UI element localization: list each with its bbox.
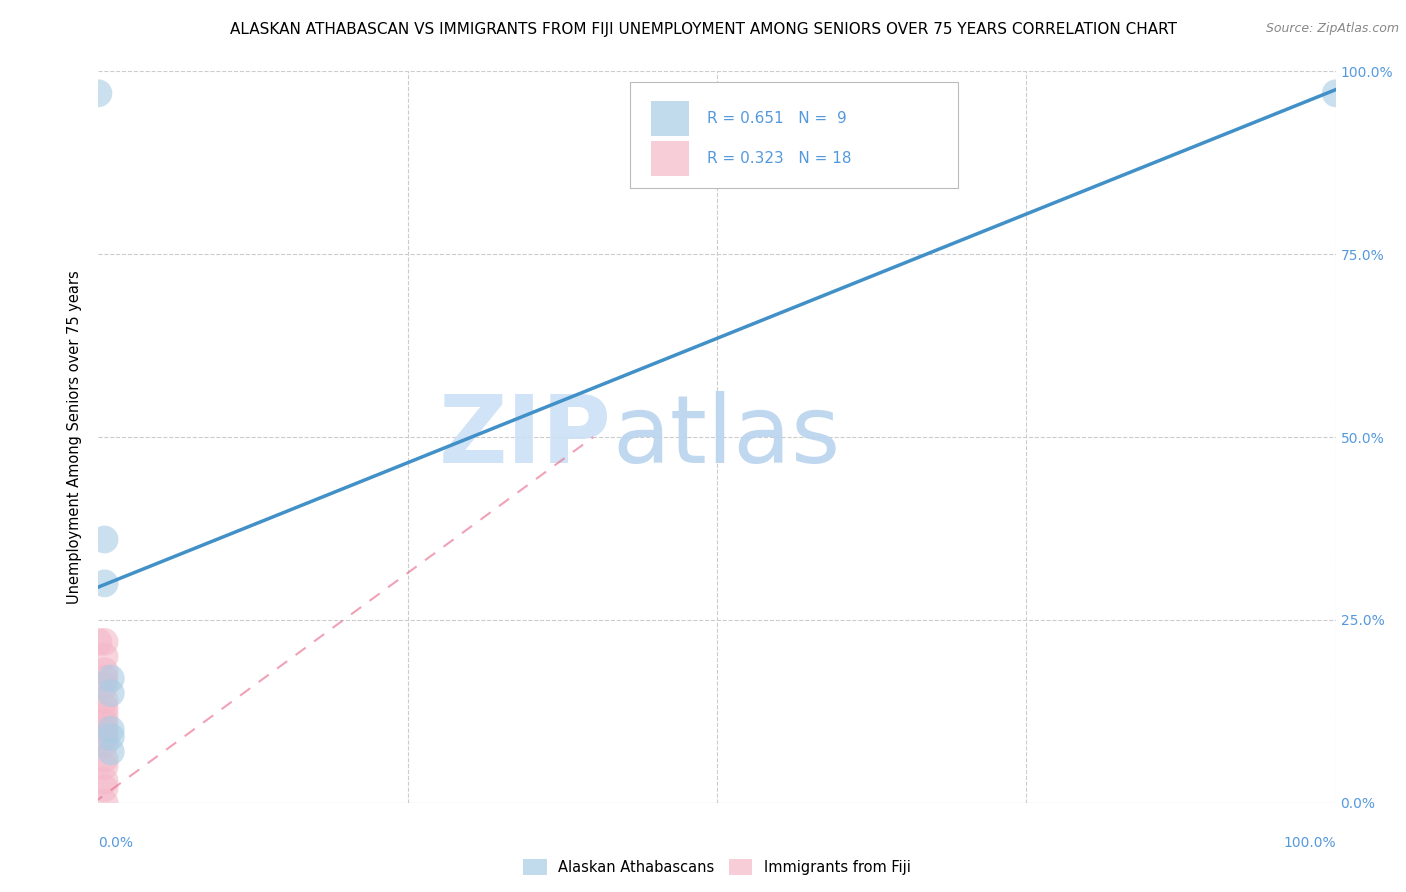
Text: 100.0%: 100.0%: [1284, 836, 1336, 850]
Point: [93, 533, 115, 547]
Text: 0.0%: 0.0%: [98, 836, 134, 850]
Legend: Alaskan Athabascans, Immigrants from Fiji: Alaskan Athabascans, Immigrants from Fij…: [519, 855, 915, 880]
Point: [93, 679, 115, 693]
Text: Source: ZipAtlas.com: Source: ZipAtlas.com: [1265, 22, 1399, 36]
Text: ZIP: ZIP: [439, 391, 612, 483]
Point: [93, 723, 115, 737]
Point: [93, 752, 115, 766]
Text: R = 0.323   N = 18: R = 0.323 N = 18: [707, 151, 852, 166]
Point: [93, 700, 115, 714]
Point: [100, 723, 122, 737]
Point: [100, 730, 122, 744]
Point: [1324, 87, 1347, 101]
Point: [93, 649, 115, 664]
Point: [93, 715, 115, 730]
Text: R = 0.651   N =  9: R = 0.651 N = 9: [707, 111, 846, 126]
Point: [93, 635, 115, 649]
Point: [93, 773, 115, 788]
Point: [87, 635, 110, 649]
Point: [93, 672, 115, 686]
Point: [93, 730, 115, 744]
Y-axis label: Unemployment Among Seniors over 75 years: Unemployment Among Seniors over 75 years: [67, 270, 83, 604]
Point: [93, 737, 115, 751]
Point: [100, 672, 122, 686]
Point: [100, 686, 122, 700]
Point: [87, 87, 110, 101]
Point: [93, 708, 115, 723]
FancyBboxPatch shape: [630, 82, 959, 188]
Point: [93, 759, 115, 773]
Point: [93, 664, 115, 678]
Point: [93, 693, 115, 707]
Point: [100, 745, 122, 759]
Bar: [651, 101, 689, 136]
Bar: [651, 141, 689, 176]
Point: [93, 576, 115, 591]
Text: ALASKAN ATHABASCAN VS IMMIGRANTS FROM FIJI UNEMPLOYMENT AMONG SENIORS OVER 75 YE: ALASKAN ATHABASCAN VS IMMIGRANTS FROM FI…: [229, 22, 1177, 37]
Point: [93, 796, 115, 810]
Text: atlas: atlas: [612, 391, 841, 483]
Point: [93, 781, 115, 796]
